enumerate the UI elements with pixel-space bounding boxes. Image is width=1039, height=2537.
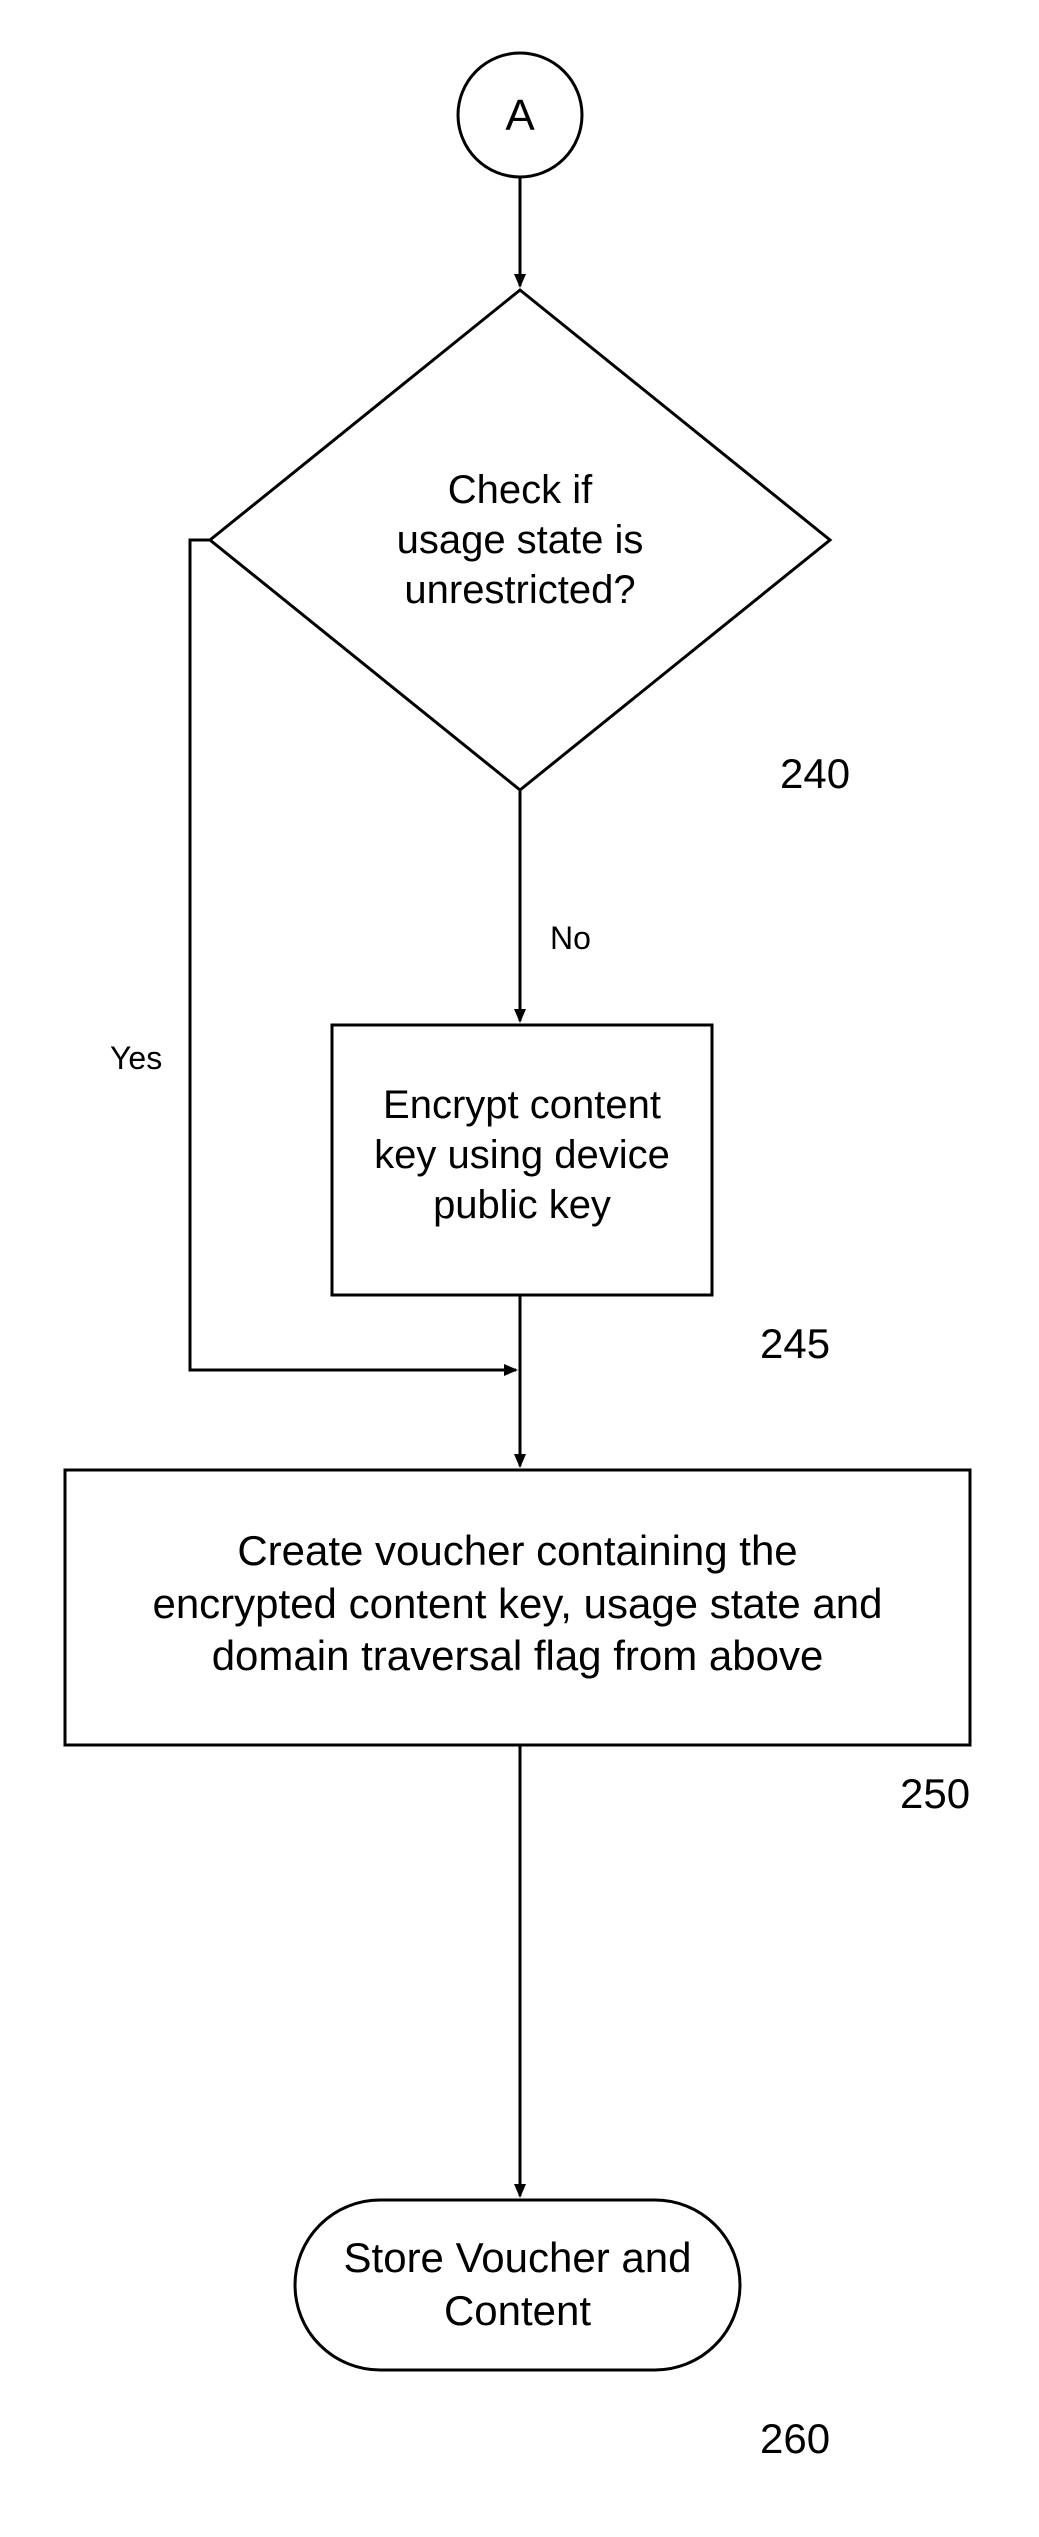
edge-decision-yes-bypass [190,540,516,1370]
flowchart-canvas [0,0,1039,2537]
ref-245: 245 [760,1320,830,1368]
ref-240: 240 [780,750,850,798]
store-label: Store Voucher and Content [295,2232,740,2337]
ref-260: 260 [760,2415,830,2463]
voucher-label: Create voucher containing the encrypted … [65,1525,970,1683]
encrypt-label: Encrypt content key using device public … [332,1080,712,1230]
ref-250: 250 [900,1770,970,1818]
edge-no-label: No [550,920,591,957]
edge-yes-label: Yes [110,1040,162,1077]
decision-label: Check if usage state is unrestricted? [320,465,720,615]
connector-a-label: A [460,88,580,143]
